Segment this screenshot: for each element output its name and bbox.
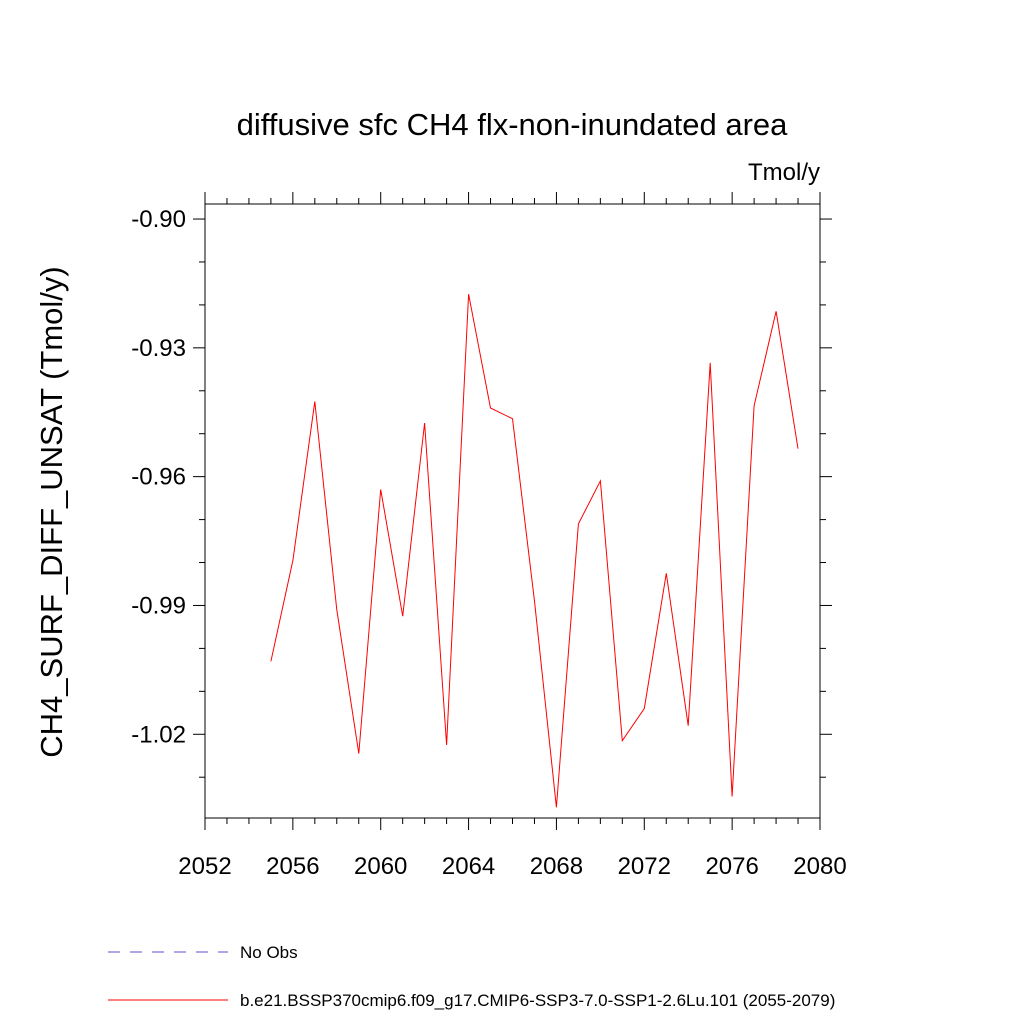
axis-ticks: 2052 2056 2060 2064 2068 2072 2076 2080 -0.90 -0.… [131, 192, 847, 880]
chart-title: diffusive sfc CH4 flx-non-inundated area [237, 107, 789, 142]
y-axis-label: CH4_SURF_DIFF_UNSAT (Tmol/y) [34, 266, 69, 757]
plot-frame [204, 203, 821, 819]
y-tick-label: -0.96 [131, 464, 186, 491]
x-tick-label: 2080 [793, 853, 846, 880]
x-tick-label: 2072 [618, 853, 671, 880]
x-tick-label: 2064 [442, 853, 495, 880]
y-tick-label: -0.99 [131, 592, 186, 619]
units-label: Tmol/y [748, 159, 820, 186]
series-line [270, 294, 799, 808]
x-tick-label: 2056 [266, 853, 319, 880]
y-tick-label: -0.93 [131, 335, 186, 362]
legend-label: No Obs [240, 943, 298, 962]
legend: No Obs b.e21.BSSP370cmip6.f09_g17.CMIP6-S… [108, 943, 835, 1010]
y-tick-label: -0.90 [131, 206, 186, 233]
x-tick-label: 2052 [178, 853, 231, 880]
x-tick-label: 2068 [530, 853, 583, 880]
legend-label: b.e21.BSSP370cmip6.f09_g17.CMIP6-SSP3-7.… [240, 991, 835, 1010]
series-layer [270, 294, 799, 808]
x-tick-label: 2060 [354, 853, 407, 880]
y-tick-label: -1.02 [131, 721, 186, 748]
x-tick-label: 2076 [705, 853, 758, 880]
